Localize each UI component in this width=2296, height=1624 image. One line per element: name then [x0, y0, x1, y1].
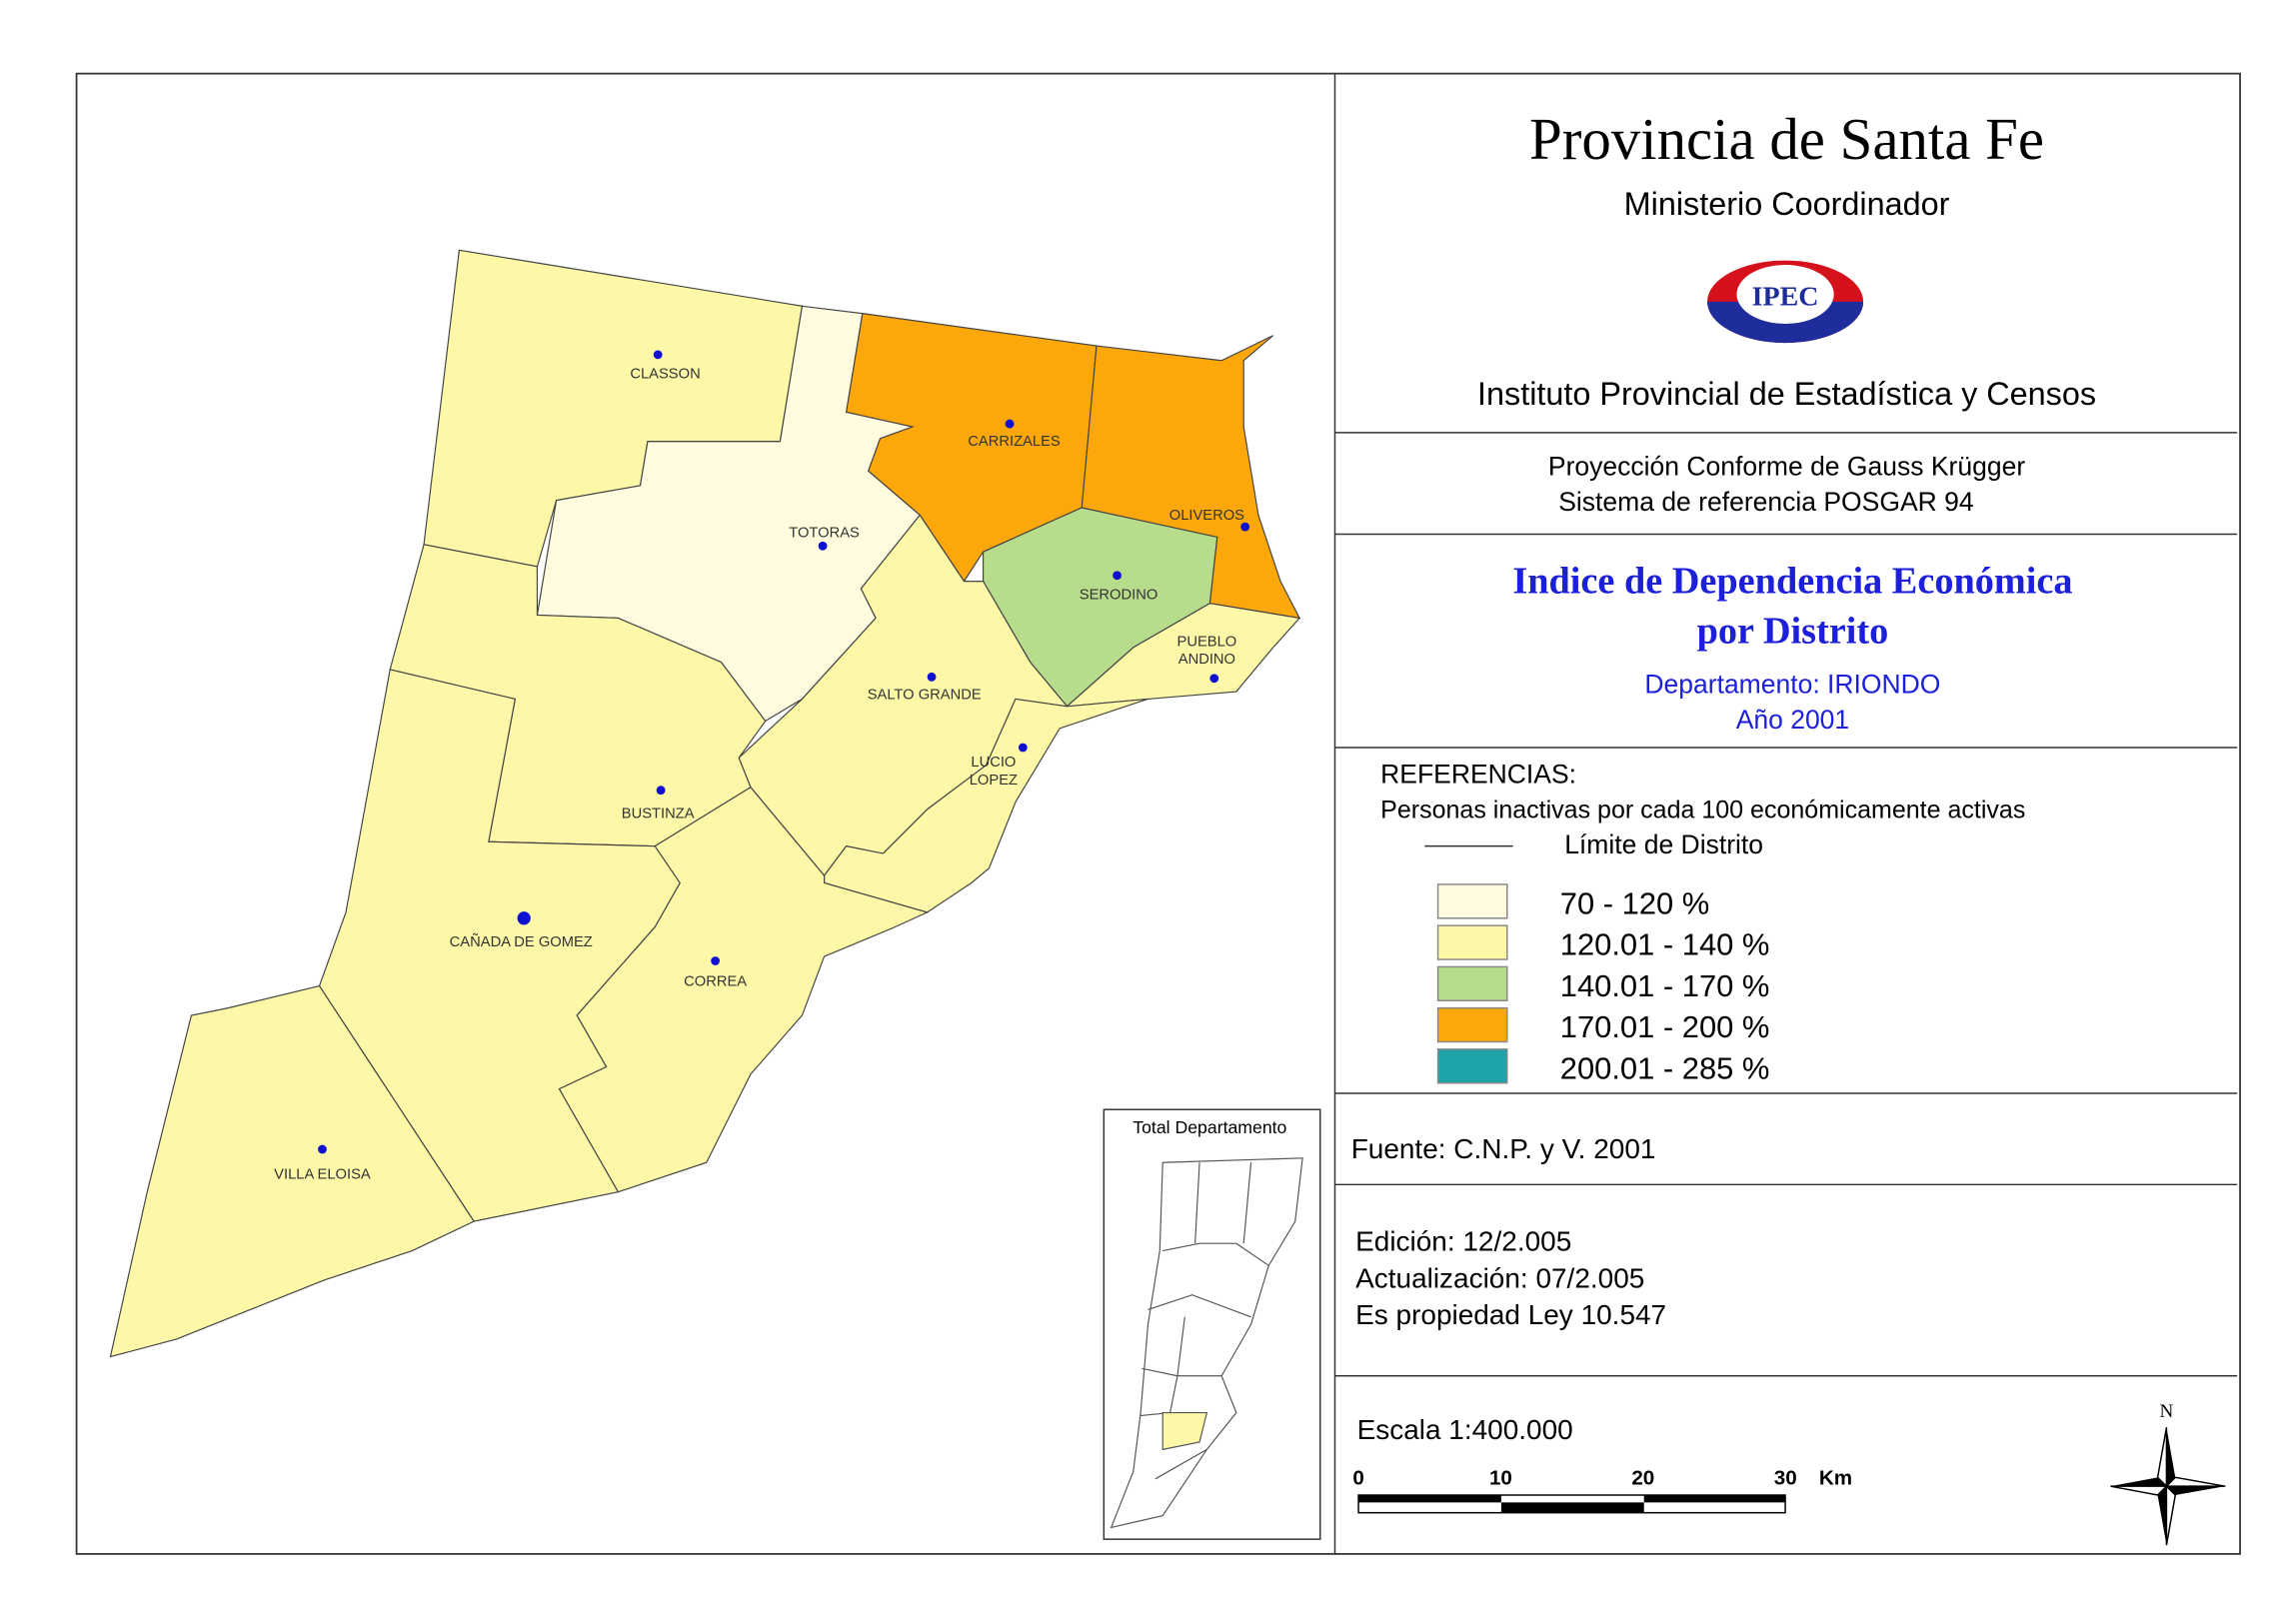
projection: Sistema de referencia POSGAR 94 [1558, 487, 1973, 517]
scale-tick-label: 0 [1352, 1467, 1363, 1490]
map-title: por Distrito [1697, 610, 1889, 652]
district-label: VILLA ELOISA [274, 1166, 371, 1182]
map-title: Indice de Dependencia Económica [1512, 560, 2072, 602]
district-label: CARRIZALES [968, 434, 1061, 450]
legend-swatch [1436, 883, 1508, 919]
legend-swatch [1436, 1048, 1508, 1084]
title: Provincia de Santa Fe [1529, 107, 2044, 172]
district-label: CAÑADA DE GOMEZ [450, 933, 593, 950]
legend-swatch [1436, 1006, 1508, 1043]
scale-label: Escala 1:400.000 [1357, 1414, 1573, 1445]
panel-rules [1334, 432, 2238, 1377]
locality-dot [1113, 571, 1122, 581]
locality-dot [1005, 419, 1015, 429]
scale-unit: Km [1819, 1467, 1852, 1490]
boundary-label: Límite de Distrito [1564, 829, 1763, 859]
district-label: PUEBLO [1177, 634, 1237, 650]
update: Actualización: 07/2.005 [1355, 1262, 1644, 1293]
department: Departamento: IRIONDO [1644, 670, 1940, 700]
north-arrow [2110, 1427, 2226, 1546]
subtitle: Ministerio Coordinador [1624, 186, 1950, 222]
scale-bar [1357, 1494, 1786, 1514]
district-label: BUSTINZA [622, 807, 695, 822]
locality-dot [1240, 522, 1250, 532]
district [1065, 603, 1301, 708]
district-label: CORREA [684, 974, 747, 990]
year: Año 2001 [1736, 705, 1849, 735]
locality-dot [656, 786, 666, 796]
legend-swatch [1436, 924, 1508, 960]
district-label: CLASSON [630, 366, 700, 382]
inset [1103, 1108, 1321, 1540]
projection: Proyección Conforme de Gauss Krügger [1548, 452, 2025, 482]
district [558, 786, 930, 1193]
legend-label: 120.01 - 140 % [1560, 927, 1770, 962]
north-label: N [2160, 1401, 2174, 1422]
locality-dot [927, 672, 937, 682]
legend-label: 170.01 - 200 % [1560, 1009, 1770, 1044]
inset-title: Total Departamento [1133, 1117, 1286, 1137]
district-label: LUCIO [971, 755, 1016, 771]
logo: IPEC [1707, 260, 1864, 344]
district-label: LOPEZ [970, 773, 1018, 789]
locality-dot [1209, 674, 1219, 684]
legend-label: 70 - 120 % [1560, 885, 1709, 920]
scale-ticks: 0 10 20 30 Km [1352, 1467, 1852, 1490]
districts: CLASSON TOTORAS CARRIZALES OLIVEROS SERODINO… [109, 249, 1301, 1358]
legend-title: REFERENCIAS: [1380, 759, 1576, 789]
locality-dot [653, 350, 663, 360]
property: Es propiedad Ley 10.547 [1355, 1299, 1666, 1330]
legend: 70 - 120 % 120.01 - 140 % 140.01 - 170 % 17… [1436, 883, 1770, 1085]
legend-description: Personas inactivas por cada 100 económic… [1380, 797, 2025, 824]
district-label: TOTORAS [789, 525, 860, 541]
scale-tick-label: 30 [1774, 1467, 1797, 1490]
institute: Instituto Provincial de Estadística y Ce… [1477, 376, 2096, 412]
legend-label: 140.01 - 170 % [1560, 968, 1770, 1003]
district-label: ANDINO [1178, 652, 1235, 668]
district-label: OLIVEROS [1169, 508, 1244, 524]
scale-tick-label: 10 [1489, 1467, 1512, 1490]
legend-swatch [1436, 965, 1508, 1002]
legend-label: 200.01 - 285 % [1560, 1050, 1770, 1085]
locality-dot [1018, 743, 1028, 753]
district [109, 984, 475, 1358]
locality-dot [818, 541, 828, 551]
district-label: SALTO GRANDE [868, 687, 982, 703]
district-label: SERODINO [1080, 587, 1158, 603]
locality-dot [318, 1144, 327, 1154]
edition: Edición: 12/2.005 [1355, 1226, 1571, 1257]
logo-text: IPEC [1752, 281, 1819, 312]
source: Fuente: C.N.P. y V. 2001 [1351, 1133, 1656, 1164]
locality-dot [711, 956, 721, 965]
locality-dot [517, 911, 531, 925]
scale-tick-label: 20 [1631, 1467, 1654, 1490]
